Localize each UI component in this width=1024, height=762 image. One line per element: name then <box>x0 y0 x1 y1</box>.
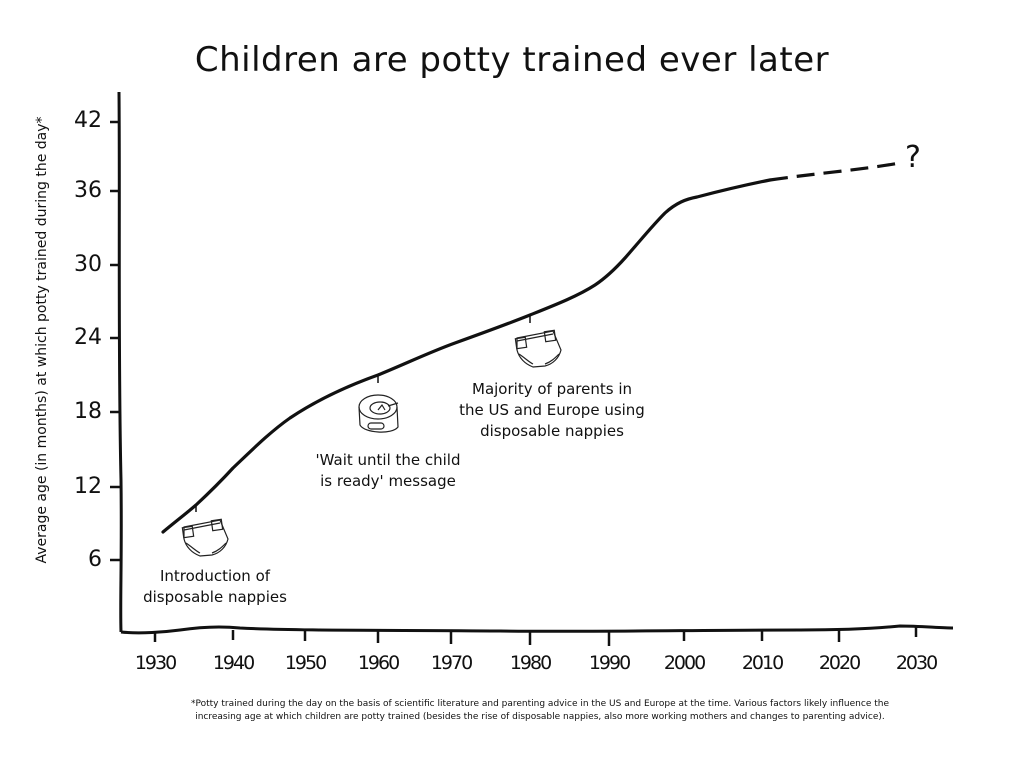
annotation-text: Introduction of <box>159 567 271 585</box>
annotation-text: is ready' message <box>320 472 456 490</box>
y-ticks <box>110 120 120 562</box>
x-tick-label: 2000 <box>663 652 706 674</box>
annotation-wait-until-ready: 'Wait until the child is ready' message <box>308 450 468 492</box>
y-tick-label: 12 <box>74 474 102 499</box>
footnote-text: increasing age at which children are pot… <box>195 712 885 722</box>
annotation-text: disposable nappies <box>480 422 624 440</box>
x-axis <box>120 624 954 635</box>
footnote-text: *Potty trained during the day on the bas… <box>191 699 889 709</box>
y-tick-label: 30 <box>74 252 102 277</box>
x-tick-label: 1970 <box>430 652 473 674</box>
footnote: *Potty trained during the day on the bas… <box>100 698 980 724</box>
observed-line <box>161 178 772 534</box>
y-tick-label: 6 <box>88 547 102 572</box>
annotation-pointers <box>195 315 531 512</box>
nappy-icon <box>181 518 229 557</box>
y-tick-label: 36 <box>74 178 102 203</box>
nappy-icon <box>514 329 562 368</box>
annotation-text: Majority of parents in <box>472 380 632 398</box>
y-axis-label: Average age (in months) at which potty t… <box>34 116 50 564</box>
annotation-text: disposable nappies <box>143 588 287 606</box>
y-tick-label: 42 <box>74 108 102 133</box>
y-tick-label: 24 <box>74 325 102 350</box>
x-tick-label: 1980 <box>509 652 552 674</box>
annotation-majority-parents: Majority of parents in the US and Europe… <box>452 379 652 442</box>
x-tick-label: 1990 <box>588 652 631 674</box>
x-tick-label: 2030 <box>895 652 938 674</box>
annotation-disposable-nappies: Introduction of disposable nappies <box>140 566 290 608</box>
x-tick-label: 1950 <box>284 652 327 674</box>
x-tick-label: 2010 <box>741 652 784 674</box>
chart-title: Children are potty trained ever later <box>194 40 830 80</box>
x-tick-label: 1940 <box>212 652 255 674</box>
annotation-text: 'Wait until the child <box>315 451 461 469</box>
x-tick-label: 1930 <box>134 652 177 674</box>
potty-icon <box>358 394 399 433</box>
projected-line <box>769 161 901 182</box>
projection-question-mark: ? <box>905 140 921 175</box>
y-tick-label: 18 <box>74 399 102 424</box>
y-axis <box>117 91 123 633</box>
annotation-text: the US and Europe using <box>459 401 645 419</box>
x-tick-label: 2020 <box>818 652 861 674</box>
x-ticks <box>153 627 918 646</box>
x-tick-label: 1960 <box>357 652 400 674</box>
